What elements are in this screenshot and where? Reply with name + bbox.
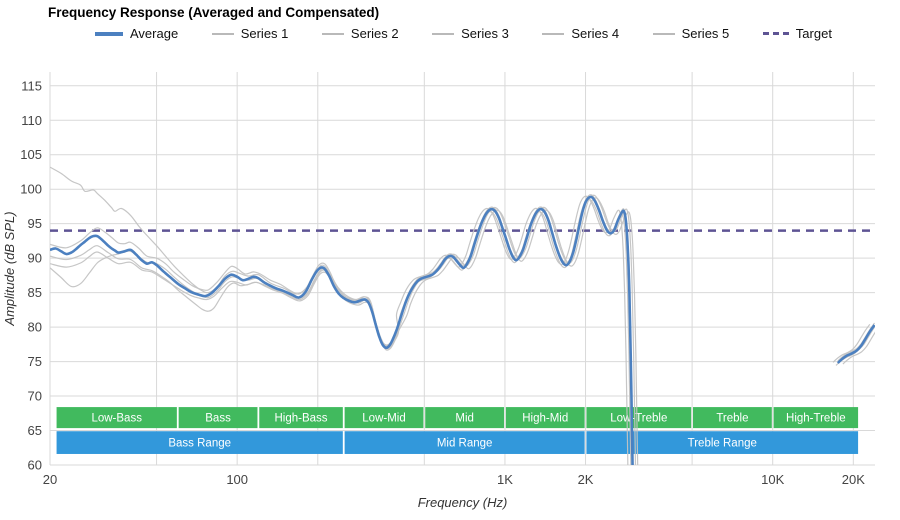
average-line bbox=[50, 195, 634, 465]
series-line bbox=[50, 194, 637, 465]
legend-item-average[interactable]: Average bbox=[95, 26, 178, 41]
legend-item-target[interactable]: Target bbox=[762, 26, 832, 41]
band-segment bbox=[56, 407, 177, 429]
y-tick-label: 85 bbox=[28, 285, 42, 300]
y-tick-label: 75 bbox=[28, 354, 42, 369]
band-label: Bass Range bbox=[168, 438, 231, 450]
band-segment bbox=[344, 431, 585, 454]
band-segment bbox=[178, 407, 258, 429]
series-line bbox=[842, 331, 875, 365]
band-row-ranges: Bass Range Mid Range Treble Range bbox=[56, 431, 859, 454]
y-tick-label: 95 bbox=[28, 216, 42, 231]
band-segment bbox=[505, 407, 585, 429]
series-line bbox=[832, 323, 871, 363]
average-line bbox=[836, 324, 875, 364]
legend-item-series-4[interactable]: Series 4 bbox=[542, 26, 619, 41]
band-segment bbox=[692, 407, 772, 429]
y-tick-label: 115 bbox=[21, 78, 42, 93]
series-line-swatch-icon bbox=[211, 32, 234, 35]
series-line bbox=[50, 197, 639, 465]
band-label: Mid bbox=[455, 413, 474, 425]
band-row-sub-ranges: Low-Bass Bass High-Bass Low-Mid Mid High-Mid L… bbox=[56, 407, 859, 429]
legend-label: Series 2 bbox=[350, 26, 399, 41]
y-tick-label: 105 bbox=[20, 147, 42, 162]
band-label: Low-Bass bbox=[91, 413, 142, 425]
curves bbox=[50, 166, 875, 465]
grid: 60 65 70 75 80 85 90 95 100 105 110 115 20 100 1K 2K 10K… bbox=[20, 72, 875, 487]
x-tick-label: 20 bbox=[43, 472, 57, 487]
y-tick-label: 100 bbox=[20, 182, 42, 197]
band-segment bbox=[773, 407, 859, 429]
band-segment bbox=[586, 407, 692, 429]
band-label: Treble Range bbox=[688, 438, 757, 450]
series-line bbox=[50, 198, 632, 465]
legend-item-series-2[interactable]: Series 2 bbox=[321, 26, 399, 41]
y-tick-label: 60 bbox=[28, 458, 42, 473]
band-label: High-Bass bbox=[275, 413, 328, 425]
x-axis-title: Frequency (Hz) bbox=[418, 495, 508, 510]
x-tick-label: 1K bbox=[497, 472, 513, 487]
y-tick-label: 70 bbox=[28, 389, 42, 404]
legend-label: Series 5 bbox=[681, 26, 730, 41]
y-tick-label: 80 bbox=[28, 320, 42, 335]
band-segment bbox=[586, 431, 859, 454]
band-segment bbox=[425, 407, 505, 429]
series-line-swatch-icon bbox=[542, 32, 565, 35]
band-label: High-Treble bbox=[786, 413, 846, 425]
x-tick-label: 10K bbox=[761, 472, 784, 487]
x-tick-label: 2K bbox=[578, 472, 594, 487]
legend-item-series-3[interactable]: Series 3 bbox=[432, 26, 509, 41]
x-tick-label: 100 bbox=[226, 472, 248, 487]
legend-label: Series 4 bbox=[571, 26, 620, 41]
chart-legend: Average Series 1 Series 2 Series 3 Series 4 S… bbox=[95, 26, 832, 41]
band-label: Bass bbox=[205, 413, 231, 425]
y-axis-title: Amplitude (dB SPL) bbox=[2, 211, 17, 326]
y-tick-label: 90 bbox=[28, 251, 42, 266]
band-label: Low-Treble bbox=[610, 413, 667, 425]
band-label: Low-Mid bbox=[362, 413, 405, 425]
legend-label: Target bbox=[795, 26, 832, 41]
series-line-swatch-icon bbox=[652, 32, 675, 35]
legend-label: Series 1 bbox=[240, 26, 289, 41]
legend-item-series-5[interactable]: Series 5 bbox=[652, 26, 730, 41]
band-segment bbox=[344, 407, 424, 429]
band-label: High-Mid bbox=[522, 413, 568, 425]
average-line-swatch-icon bbox=[95, 31, 123, 36]
series-line-swatch-icon bbox=[321, 32, 344, 35]
target-line-swatch-icon bbox=[762, 32, 789, 35]
legend-label: Series 3 bbox=[461, 26, 509, 41]
band-label: Mid Range bbox=[437, 438, 493, 450]
band-segment bbox=[56, 431, 343, 454]
legend-label: Average bbox=[130, 26, 179, 41]
y-tick-label: 110 bbox=[21, 113, 42, 128]
legend-item-series-1[interactable]: Series 1 bbox=[211, 26, 289, 41]
x-tick-label: 20K bbox=[842, 472, 865, 487]
series-line-swatch-icon bbox=[432, 32, 455, 35]
chart-title: Frequency Response (Averaged and Compens… bbox=[48, 5, 380, 20]
band-segment bbox=[259, 407, 343, 429]
series-line bbox=[50, 195, 629, 465]
y-tick-label: 65 bbox=[28, 423, 42, 438]
band-label: Treble bbox=[716, 413, 748, 425]
